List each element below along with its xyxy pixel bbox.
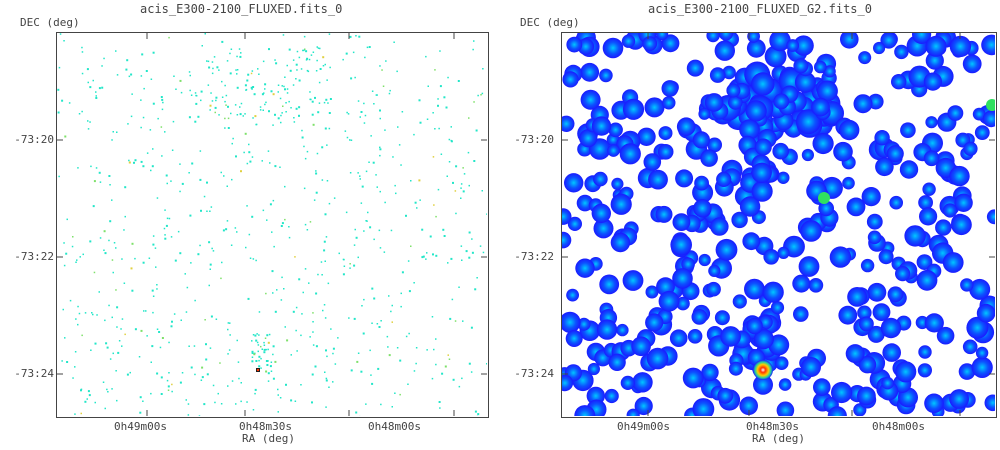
right-panel-title: acis_E300-2100_FLUXED_G2.fits_0 (648, 2, 872, 16)
left-image-frame[interactable] (56, 32, 489, 418)
right-image-panel: acis_E300-2100_FLUXED_G2.fits_0 DEC (deg… (500, 0, 1000, 450)
left-ra-axis-label: RA (deg) (242, 432, 295, 445)
left-sparse-image[interactable] (57, 33, 487, 416)
right-ytick-3: -73:24 (514, 367, 554, 380)
left-ytick-3: -73:24 (14, 367, 54, 380)
left-ytick-1: -73:20 (14, 133, 54, 146)
right-ra-axis-label: RA (deg) (752, 432, 805, 445)
right-xtick-2: 0h48m30s (746, 420, 799, 433)
right-smoothed-image[interactable] (562, 33, 995, 416)
left-xtick-1: 0h49m00s (114, 420, 167, 433)
left-xtick-2: 0h48m30s (239, 420, 292, 433)
right-xtick-1: 0h49m00s (617, 420, 670, 433)
right-ytick-2: -73:22 (514, 250, 554, 263)
right-xtick-3: 0h48m00s (872, 420, 925, 433)
right-ytick-1: -73:20 (514, 133, 554, 146)
left-image-panel: acis_E300-2100_FLUXED.fits_0 DEC (deg) -… (14, 2, 489, 445)
right-dec-axis-label: DEC (deg) (520, 16, 580, 29)
left-xtick-3: 0h48m00s (368, 420, 421, 433)
left-ytick-2: -73:22 (14, 250, 54, 263)
left-panel-title: acis_E300-2100_FLUXED.fits_0 (140, 2, 343, 16)
left-dec-axis-label: DEC (deg) (20, 16, 80, 29)
